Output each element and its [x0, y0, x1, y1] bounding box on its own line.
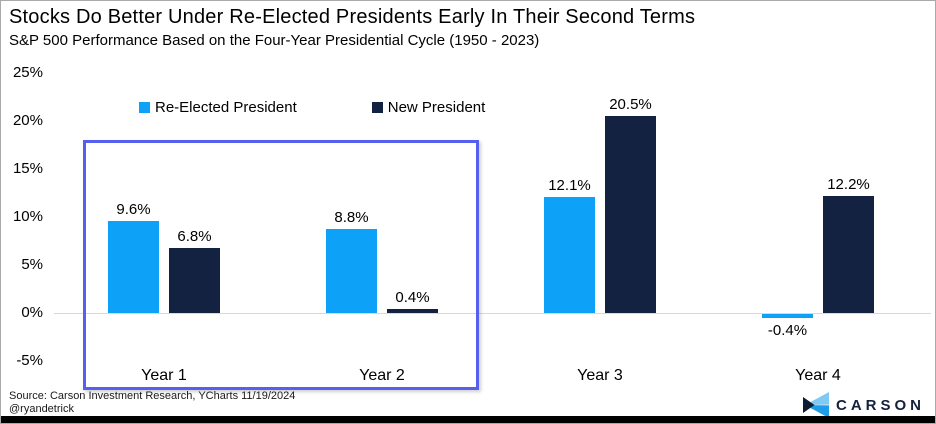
y-tick-25: 25% — [12, 64, 43, 81]
source-line-1: Source: Carson Investment Research, YCha… — [9, 390, 296, 402]
bar-new-president-year-2 — [387, 309, 438, 313]
chart-title: Stocks Do Better Under Re-Elected Presid… — [9, 6, 696, 28]
bar-re-elected-president-year-4 — [762, 314, 813, 318]
bar-label-new-president-year-1: 6.8% — [177, 227, 212, 245]
brand-name: CARSON — [835, 396, 925, 414]
y-tick-10: 10% — [12, 208, 43, 225]
bar-label-new-president-year-4: 12.2% — [827, 175, 870, 193]
bar-re-elected-president-year-1 — [108, 220, 159, 313]
legend-swatch-new-president — [371, 102, 383, 113]
bar-new-president-year-4 — [823, 195, 874, 313]
bar-label-re-elected-president-year-1: 9.6% — [116, 200, 151, 218]
bar-new-president-year-3 — [605, 116, 656, 313]
bar-label-new-president-year-2: 0.4% — [395, 289, 430, 307]
x-label-year-4: Year 4 — [795, 367, 841, 384]
bar-re-elected-president-year-2 — [326, 228, 377, 313]
bar-new-president-year-1 — [169, 247, 220, 313]
y-tick-5: 5% — [21, 256, 43, 273]
x-label-year-1: Year 1 — [141, 367, 187, 384]
bar-label-re-elected-president-year-2: 8.8% — [334, 208, 369, 226]
legend: Re-Elected President New President — [139, 99, 485, 116]
source-note: Source: Carson Investment Research, YCha… — [9, 390, 295, 416]
legend-entry-new-president: New President — [371, 99, 486, 116]
bar-label-re-elected-president-year-3: 12.1% — [548, 176, 591, 194]
y-tick-20: 20% — [12, 112, 43, 129]
x-label-year-3: Year 3 — [577, 367, 623, 384]
y-tick-15: 15% — [12, 160, 43, 177]
bar-re-elected-president-year-3 — [544, 196, 595, 313]
carson-brand: CARSON — [802, 392, 925, 418]
y-tick-0: 0% — [21, 304, 43, 321]
bottom-black-bar — [1, 416, 935, 423]
x-axis-zero-line — [54, 313, 931, 314]
legend-entry-reelected: Re-Elected President — [139, 99, 297, 116]
source-line-2: @ryandetrick — [9, 403, 74, 415]
legend-label-new-president: New President — [387, 99, 486, 116]
bar-label-re-elected-president-year-4: -0.4% — [767, 321, 808, 339]
x-label-year-2: Year 2 — [359, 367, 405, 384]
y-tick-5: -5% — [16, 352, 43, 369]
chart-subtitle: S&P 500 Performance Based on the Four-Ye… — [9, 32, 540, 49]
carson-logo-icon — [802, 392, 829, 418]
bar-label-new-president-year-3: 20.5% — [609, 96, 652, 114]
legend-label-reelected: Re-Elected President — [155, 99, 297, 116]
legend-swatch-reelected — [139, 102, 150, 113]
